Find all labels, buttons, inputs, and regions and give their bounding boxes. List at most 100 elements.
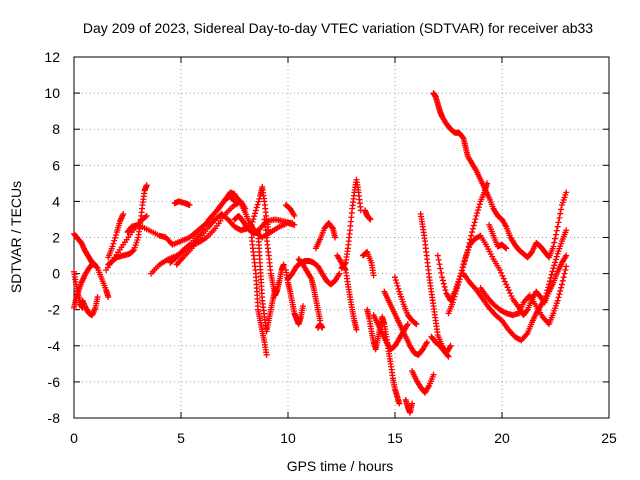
- data-point: [496, 266, 503, 273]
- data-point: [503, 281, 510, 288]
- data-point: [441, 283, 448, 290]
- data-marks: [71, 90, 570, 416]
- data-point: [230, 197, 237, 204]
- data-point: [329, 224, 336, 231]
- data-point: [560, 274, 567, 281]
- data-point: [112, 231, 119, 238]
- data-point: [563, 189, 570, 196]
- data-track-21: [312, 220, 339, 252]
- data-point: [558, 284, 565, 291]
- data-point: [552, 259, 559, 266]
- x-tick-label: 25: [601, 430, 617, 446]
- data-point: [445, 353, 452, 360]
- data-point: [501, 278, 508, 285]
- data-point: [438, 269, 445, 276]
- data-point: [553, 253, 560, 260]
- data-point: [556, 215, 563, 222]
- data-point: [251, 213, 258, 220]
- data-track-13: [248, 234, 270, 358]
- data-point: [544, 287, 551, 294]
- data-point: [319, 324, 326, 331]
- data-point: [439, 277, 446, 284]
- data-point: [469, 229, 476, 236]
- data-point: [112, 234, 119, 241]
- data-point: [551, 239, 558, 246]
- data-point: [554, 223, 561, 230]
- data-point: [498, 269, 505, 276]
- data-point: [444, 352, 451, 359]
- data-point: [143, 212, 150, 219]
- data-point: [394, 282, 401, 289]
- data-track-16: [282, 202, 298, 219]
- data-point: [502, 244, 509, 251]
- data-track-31: [402, 396, 416, 416]
- data-point: [453, 287, 460, 294]
- data-track-3: [79, 294, 101, 319]
- data-point: [553, 227, 560, 234]
- data-point: [109, 243, 116, 250]
- data-point: [504, 284, 511, 291]
- data-point: [549, 268, 556, 275]
- data-point: [563, 227, 570, 234]
- data-point: [557, 210, 564, 217]
- data-point: [255, 198, 262, 205]
- data-track-22: [334, 252, 360, 333]
- x-tick-label: 5: [177, 430, 185, 446]
- data-point: [451, 293, 458, 300]
- y-tick-label: 8: [52, 121, 60, 137]
- data-track-19: [295, 256, 324, 324]
- y-tick-label: 10: [44, 85, 60, 101]
- data-point: [551, 262, 558, 269]
- data-point: [341, 260, 348, 267]
- data-point: [253, 204, 260, 211]
- data-point: [395, 285, 402, 292]
- data-point: [289, 220, 296, 227]
- data-point: [299, 303, 306, 310]
- y-tick-label: -2: [48, 302, 61, 318]
- data-track-26: [364, 306, 403, 407]
- data-track-38: [477, 263, 570, 328]
- data-point: [555, 219, 562, 226]
- data-point: [470, 222, 477, 229]
- x-axis-label: GPS time / hours: [287, 458, 394, 474]
- data-point: [250, 216, 257, 223]
- data-point: [550, 243, 557, 250]
- data-point: [449, 299, 456, 306]
- data-track-34: [430, 90, 570, 261]
- data-point: [555, 294, 562, 301]
- data-point: [413, 321, 420, 328]
- data-point: [252, 210, 259, 217]
- data-point: [563, 263, 570, 270]
- data-track-29: [392, 274, 420, 328]
- data-point: [424, 339, 431, 346]
- data-point: [469, 225, 476, 232]
- data-point: [556, 291, 563, 298]
- data-point: [392, 274, 398, 281]
- data-point: [105, 294, 112, 301]
- data-point: [434, 252, 441, 259]
- data-point: [263, 351, 270, 358]
- data-point: [439, 274, 446, 281]
- data-point: [552, 235, 559, 242]
- y-tick-label: -4: [48, 338, 61, 354]
- data-point: [254, 201, 261, 208]
- data-point: [455, 279, 462, 286]
- data-point: [546, 281, 553, 288]
- grid: [74, 57, 609, 418]
- data-point: [450, 296, 457, 303]
- data-point: [505, 287, 512, 294]
- data-point: [437, 265, 444, 272]
- data-track-5: [105, 211, 127, 261]
- data-point: [484, 180, 491, 187]
- data-point: [120, 211, 127, 218]
- data-track-32: [417, 211, 454, 357]
- data-point: [499, 272, 506, 279]
- data-point: [546, 278, 553, 285]
- data-point: [436, 261, 443, 268]
- data-point: [471, 219, 478, 226]
- data-track-11: [171, 198, 193, 209]
- data-point: [523, 307, 530, 314]
- data-point: [459, 134, 466, 141]
- data-track-17: [282, 266, 306, 328]
